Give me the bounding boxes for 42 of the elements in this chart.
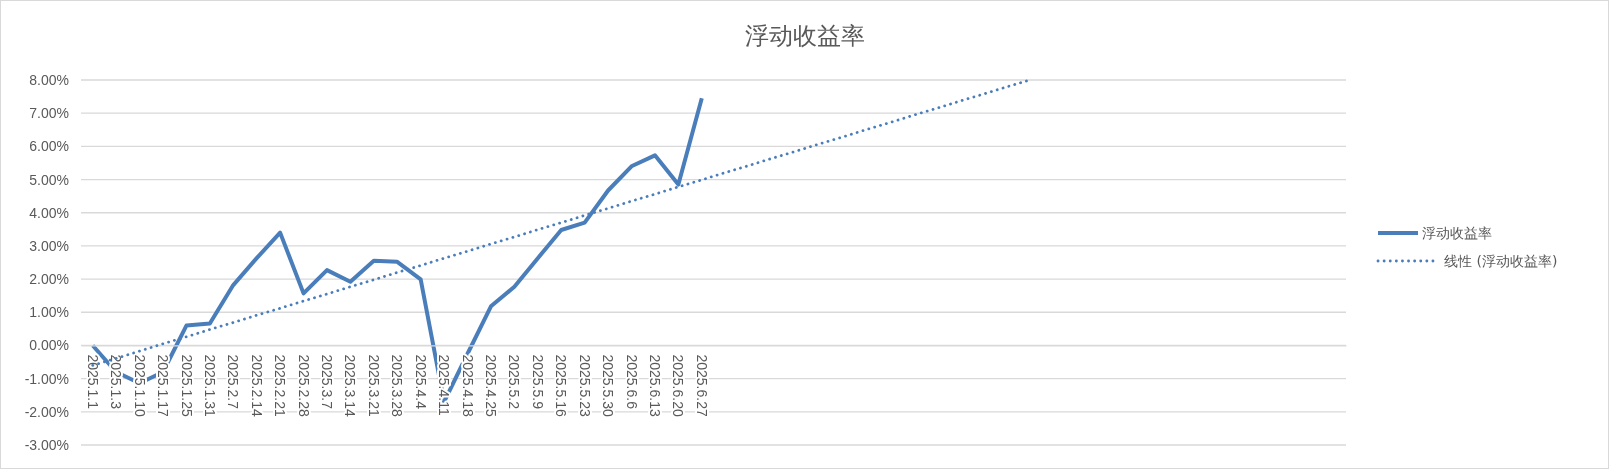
x-tick-label: 2025.4.18 bbox=[459, 354, 476, 417]
x-tick-label: 2025.5.2 bbox=[506, 354, 523, 410]
legend-label: 线性 (浮动收益率) bbox=[1444, 252, 1558, 269]
x-tick-label: 2025.5.16 bbox=[553, 354, 570, 417]
legend-label: 浮动收益率 bbox=[1422, 224, 1492, 241]
x-tick-label: 2025.4.11 bbox=[436, 354, 453, 416]
x-tick-label: 2025.5.23 bbox=[576, 354, 593, 417]
y-tick-label: -3.00% bbox=[24, 436, 69, 453]
x-tick-label: 2025.1.3 bbox=[108, 354, 125, 410]
chart-title: 浮动收益率 bbox=[745, 22, 865, 50]
x-tick-label: 2025.3.14 bbox=[342, 354, 359, 417]
x-tick-label: 2025.3.28 bbox=[389, 354, 406, 417]
y-tick-label: 7.00% bbox=[29, 105, 69, 122]
x-tick-label: 2025.1.10 bbox=[131, 354, 148, 417]
y-tick-label: 4.00% bbox=[29, 204, 69, 221]
y-tick-label: 1.00% bbox=[29, 304, 69, 321]
y-tick-label: -1.00% bbox=[24, 370, 69, 387]
x-tick-label: 2025.3.21 bbox=[365, 354, 382, 417]
y-tick-label: 0.00% bbox=[29, 337, 69, 354]
x-tick-label: 2025.6.6 bbox=[623, 354, 640, 410]
x-tick-label: 2025.6.13 bbox=[647, 354, 664, 417]
x-tick-label: 2025.5.9 bbox=[529, 354, 546, 410]
y-tick-label: 2.00% bbox=[29, 271, 69, 288]
x-tick-label: 2025.2.28 bbox=[295, 354, 312, 417]
x-tick-label: 2025.2.14 bbox=[248, 354, 265, 417]
x-tick-label: 2025.4.25 bbox=[483, 354, 500, 417]
x-tick-label: 2025.1.1 bbox=[84, 354, 101, 410]
x-tick-label: 2025.6.27 bbox=[693, 354, 710, 417]
x-tick-label: 2025.1.17 bbox=[155, 354, 172, 417]
y-tick-label: -2.00% bbox=[24, 403, 69, 420]
x-tick-label: 2025.1.25 bbox=[178, 354, 195, 417]
x-tick-label: 2025.2.21 bbox=[272, 354, 289, 417]
x-tick-label: 2025.5.30 bbox=[600, 354, 617, 417]
x-tick-label: 2025.1.31 bbox=[201, 354, 218, 417]
y-tick-label: 5.00% bbox=[29, 171, 69, 188]
y-tick-label: 3.00% bbox=[29, 237, 69, 254]
x-tick-label: 2025.2.7 bbox=[225, 354, 242, 410]
x-tick-label: 2025.6.20 bbox=[670, 354, 687, 417]
y-tick-label: 8.00% bbox=[29, 71, 69, 88]
x-tick-label: 2025.3.7 bbox=[319, 354, 336, 410]
y-tick-label: 6.00% bbox=[29, 138, 69, 155]
x-tick-label: 2025.4.4 bbox=[412, 354, 429, 410]
